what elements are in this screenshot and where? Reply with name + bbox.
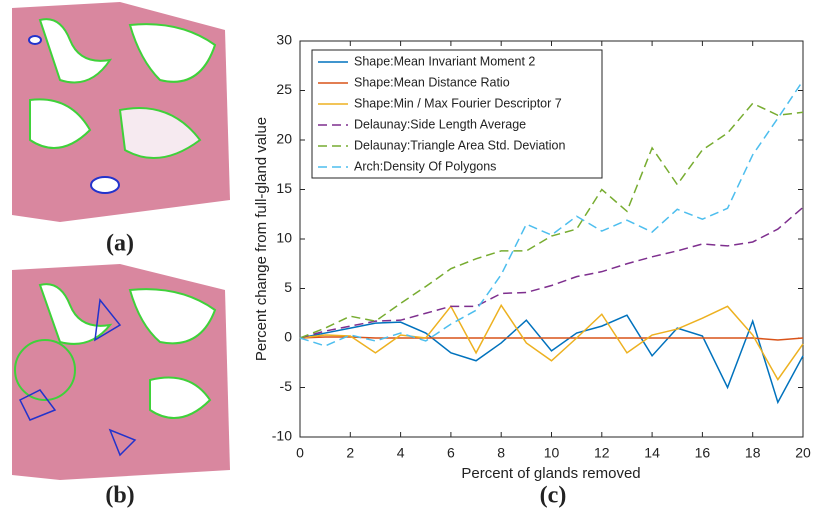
x-tick-label: 16 <box>695 445 711 461</box>
y-tick-label: 30 <box>276 32 292 48</box>
y-tick-label: 0 <box>284 329 292 345</box>
series-line <box>299 102 804 339</box>
x-tick-label: 4 <box>397 445 405 461</box>
x-tick-label: 2 <box>346 445 354 461</box>
panel-label: (a) <box>106 231 134 257</box>
tissue-image-a <box>12 2 230 222</box>
y-tick-label: 25 <box>276 81 292 97</box>
legend-label: Shape:Mean Invariant Moment 2 <box>354 54 535 68</box>
y-tick-label: 15 <box>276 180 292 196</box>
x-tick-label: 8 <box>497 445 505 461</box>
series-line <box>299 80 804 347</box>
panel-label: (c) <box>540 483 567 509</box>
y-tick-label: -5 <box>280 378 293 394</box>
x-tick-label: 0 <box>296 445 304 461</box>
x-tick-label: 6 <box>447 445 455 461</box>
y-tick-label: -10 <box>272 428 292 444</box>
x-axis-label: Percent of glands removed <box>461 465 640 482</box>
y-tick-label: 5 <box>284 279 292 295</box>
legend-box <box>311 49 603 179</box>
legend-label: Delaunay:Triangle Area Std. Deviation <box>354 138 566 152</box>
x-tick-label: 14 <box>644 445 660 461</box>
tissue-image-b <box>12 264 230 480</box>
x-tick-label: 20 <box>795 445 811 461</box>
y-tick-label: 20 <box>276 131 292 147</box>
legend-label: Delaunay:Side Length Average <box>354 117 526 131</box>
legend-label: Shape:Min / Max Fourier Descriptor 7 <box>354 96 562 110</box>
legend-label: Arch:Density Of Polygons <box>354 159 496 173</box>
panel-label: (b) <box>105 483 134 509</box>
x-tick-label: 12 <box>594 445 610 461</box>
y-axis-label: Percent change from full-gland value <box>253 117 270 361</box>
series-line <box>299 303 804 381</box>
y-tick-label: 10 <box>276 230 292 246</box>
x-tick-label: 10 <box>544 445 560 461</box>
legend-label: Shape:Mean Distance Ratio <box>354 75 510 89</box>
series-line <box>299 206 804 339</box>
x-tick-label: 18 <box>745 445 761 461</box>
series-line <box>299 314 804 405</box>
